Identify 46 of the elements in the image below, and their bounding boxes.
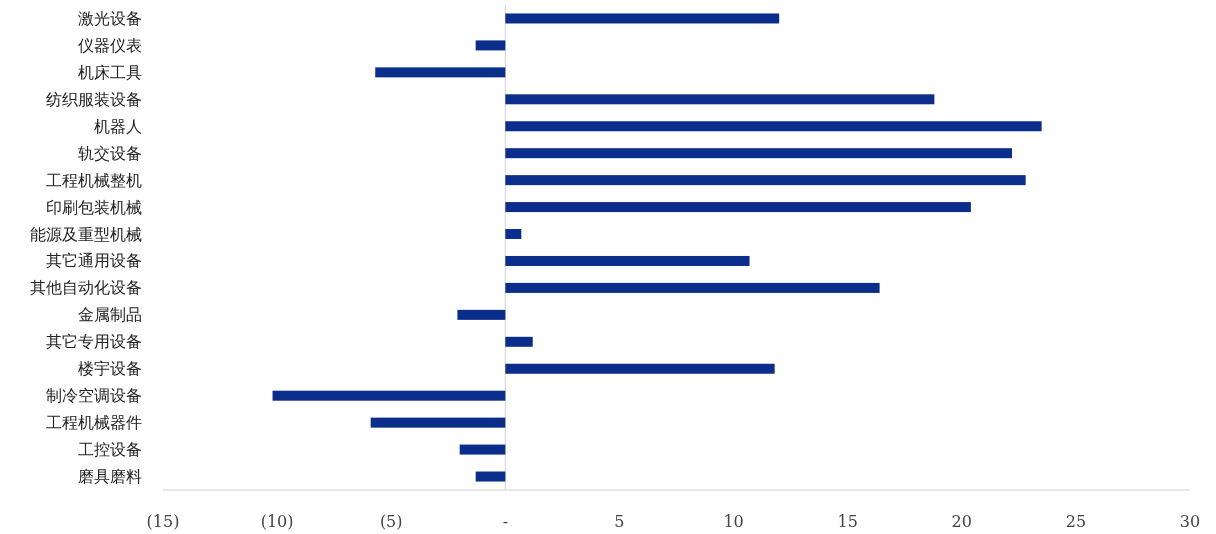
y-tick-label: 磨具磨料	[78, 467, 142, 487]
bar	[475, 40, 506, 51]
bar	[505, 255, 750, 266]
y-tick-label: 制冷空调设备	[46, 386, 142, 406]
bar	[505, 282, 880, 293]
y-tick-label: 能源及重型机械	[30, 224, 142, 244]
x-tick-label: 10	[723, 511, 744, 531]
y-tick-label: 印刷包装机械	[46, 197, 142, 217]
x-tick-label: 15	[837, 511, 858, 531]
x-tick-label: 20	[951, 511, 972, 531]
x-tick-label: 5	[614, 511, 625, 531]
bar	[505, 363, 775, 374]
y-tick-label: 工程机械器件	[46, 413, 142, 433]
x-tick-label: (15)	[146, 511, 180, 531]
y-tick-label: 纺织服装设备	[46, 89, 142, 109]
bar	[375, 67, 506, 78]
bar	[272, 390, 506, 401]
y-tick-label: 机器人	[94, 116, 142, 136]
y-tick-label: 机床工具	[78, 62, 142, 82]
x-tick-label: (10)	[260, 511, 294, 531]
bar	[370, 417, 506, 428]
y-tick-label: 金属制品	[78, 305, 142, 325]
y-tick-label: 仪器仪表	[78, 35, 142, 55]
x-tick-label: 25	[1065, 511, 1087, 531]
y-tick-label: 其它通用设备	[46, 251, 142, 271]
y-tick-label: 工程机械整机	[46, 170, 142, 190]
bar	[505, 13, 780, 24]
x-tick-label: -	[502, 511, 509, 531]
x-tick-label: 30	[1179, 511, 1201, 531]
bar	[505, 175, 1026, 186]
y-tick-label: 其它专用设备	[46, 332, 142, 352]
bar	[505, 229, 522, 240]
bar	[475, 471, 506, 482]
bar	[505, 121, 1042, 132]
bar	[505, 202, 971, 213]
bar	[459, 444, 506, 455]
y-tick-label: 其他自动化设备	[30, 278, 142, 298]
bar	[457, 309, 506, 320]
x-tick-label: (5)	[379, 511, 403, 531]
y-tick-label: 工控设备	[78, 440, 142, 460]
y-tick-label: 轨交设备	[78, 143, 142, 163]
y-tick-label: 激光设备	[78, 8, 142, 28]
bar	[505, 336, 533, 347]
y-tick-label: 楼宇设备	[78, 359, 142, 379]
bar	[505, 94, 935, 105]
bar	[505, 148, 1012, 159]
